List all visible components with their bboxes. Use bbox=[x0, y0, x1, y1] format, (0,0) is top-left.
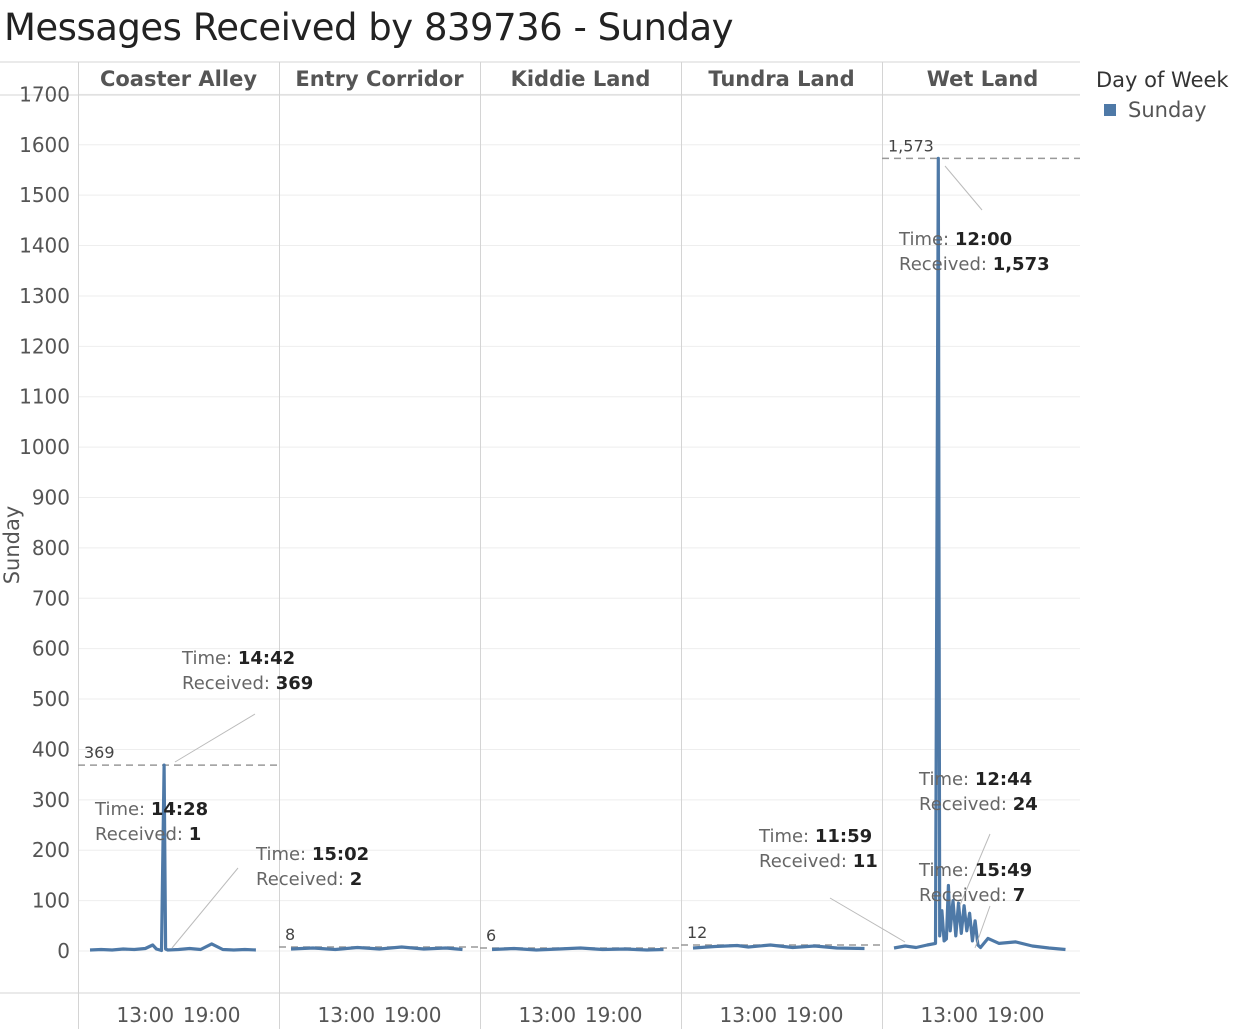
y-tick-label: 500 bbox=[32, 687, 70, 711]
max-reference-label: 6 bbox=[486, 926, 496, 945]
max-reference-label: 8 bbox=[285, 925, 295, 944]
annotation-time: Time: 15:02 bbox=[255, 844, 369, 865]
y-tick-label: 100 bbox=[32, 889, 70, 913]
series-lines bbox=[89, 156, 1066, 953]
series-line-wet-land bbox=[893, 156, 1066, 952]
x-tick-label: 13:00 bbox=[116, 1003, 174, 1027]
x-tick-label: 13:00 bbox=[920, 1003, 978, 1027]
y-tick-label: 800 bbox=[32, 536, 70, 560]
series-line-entry-corridor bbox=[290, 945, 463, 952]
x-tick-label: 13:00 bbox=[719, 1003, 777, 1027]
x-tick-label: 19:00 bbox=[987, 1003, 1045, 1027]
annotation-leader bbox=[174, 713, 256, 763]
x-axis: 13:00 19:00 13:00 19:00 13:00 19:00 13:00 19:00… bbox=[116, 1003, 1044, 1027]
annotation-leader bbox=[171, 867, 239, 949]
annotation-time: Time: 15:49 bbox=[918, 860, 1032, 881]
annotation-received: Received: 1,573 bbox=[899, 254, 1050, 275]
panel-title: Kiddie Land bbox=[511, 67, 651, 91]
y-tick-label: 0 bbox=[57, 939, 70, 963]
annotation-time: Time: 14:42 bbox=[181, 648, 295, 669]
chart-title: Messages Received by 839736 - Sunday bbox=[4, 6, 734, 49]
panel-headers: Coaster Alley Entry Corridor Kiddie Land Tu… bbox=[100, 67, 1038, 91]
annotation-received: Received: 2 bbox=[256, 869, 362, 890]
legend: Day of Week Sunday bbox=[1096, 68, 1229, 122]
y-tick-label: 1600 bbox=[19, 133, 70, 157]
legend-title: Day of Week bbox=[1096, 68, 1229, 92]
series-line-coaster-alley bbox=[89, 763, 256, 953]
legend-label: Sunday bbox=[1128, 98, 1207, 122]
annotation-time: Time: 12:00 bbox=[898, 229, 1012, 250]
gridlines bbox=[78, 93, 1080, 952]
annotation-leader bbox=[829, 897, 906, 943]
panel-title: Coaster Alley bbox=[100, 67, 257, 91]
y-tick-label: 1500 bbox=[19, 183, 70, 207]
max-reference-label: 369 bbox=[84, 743, 115, 762]
y-tick-label: 300 bbox=[32, 788, 70, 812]
annotations: Time: 14:42 Received: 369 Time: 14:28 Recei… bbox=[94, 165, 1050, 949]
legend-swatch bbox=[1104, 104, 1116, 116]
y-tick-label: 700 bbox=[32, 586, 70, 610]
annotation-received: Received: 11 bbox=[759, 851, 878, 872]
x-tick-label: 13:00 bbox=[518, 1003, 576, 1027]
x-tick-label: 19:00 bbox=[384, 1003, 442, 1027]
annotation-leader bbox=[959, 833, 991, 906]
y-tick-label: 1300 bbox=[19, 284, 70, 308]
panel-title: Tundra Land bbox=[708, 67, 854, 91]
annotation-received: Received: 369 bbox=[182, 673, 313, 694]
y-tick-label: 1100 bbox=[19, 385, 70, 409]
x-tick-label: 19:00 bbox=[585, 1003, 643, 1027]
y-axis-label: Sunday bbox=[0, 506, 24, 585]
legend-item-sunday[interactable]: Sunday bbox=[1104, 98, 1229, 122]
y-tick-label: 900 bbox=[32, 486, 70, 510]
annotation-received: Received: 7 bbox=[919, 885, 1025, 906]
panel-title: Entry Corridor bbox=[295, 67, 464, 91]
annotation-leader bbox=[974, 905, 991, 949]
x-tick-label: 19:00 bbox=[786, 1003, 844, 1027]
faceted-line-chart: Coaster Alley Entry Corridor Kiddie Land Tu… bbox=[0, 61, 1080, 1029]
annotation-time: Time: 11:59 bbox=[758, 826, 872, 847]
y-tick-label: 1700 bbox=[19, 82, 70, 106]
annotation-time: Time: 14:28 bbox=[94, 799, 208, 820]
panel-frames bbox=[0, 61, 1080, 1029]
annotation-time: Time: 12:44 bbox=[918, 769, 1032, 790]
y-tick-label: 1200 bbox=[19, 334, 70, 358]
y-axis: 0 100 200 300 400 500 600 700 800 900 1000 1100 1200… bbox=[19, 82, 70, 963]
series-line-kiddie-land bbox=[491, 946, 664, 952]
max-reference-label: 1,573 bbox=[888, 136, 934, 155]
y-tick-label: 400 bbox=[32, 737, 70, 761]
annotation-received: Received: 24 bbox=[919, 794, 1038, 815]
y-tick-label: 1000 bbox=[19, 435, 70, 459]
y-tick-label: 1400 bbox=[19, 234, 70, 258]
annotation-leader bbox=[944, 165, 983, 211]
series-line-tundra-land bbox=[692, 943, 865, 951]
annotation-received: Received: 1 bbox=[95, 824, 201, 845]
y-tick-label: 200 bbox=[32, 838, 70, 862]
x-tick-label: 19:00 bbox=[183, 1003, 241, 1027]
max-reference-label: 12 bbox=[687, 923, 707, 942]
y-tick-label: 600 bbox=[32, 637, 70, 661]
panel-title: Wet Land bbox=[927, 67, 1039, 91]
x-tick-label: 13:00 bbox=[317, 1003, 375, 1027]
